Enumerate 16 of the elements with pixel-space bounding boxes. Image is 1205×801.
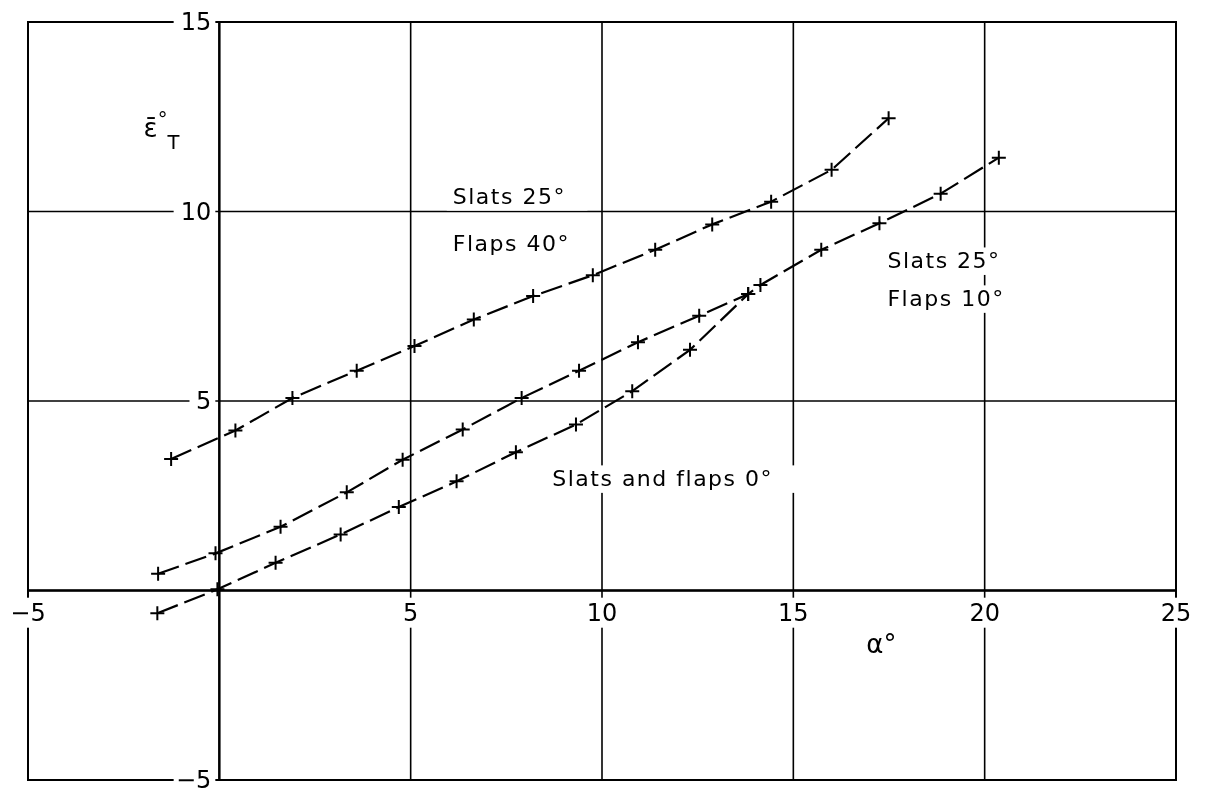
x-tick-label: 25 [1160, 598, 1192, 627]
annotation: Flaps 10° [887, 286, 1005, 312]
x-tick-label: 10 [586, 598, 618, 627]
x-tick-label: 20 [969, 598, 1000, 627]
y-tick-label: 15 [180, 8, 212, 36]
x-axis-title: α° [866, 628, 897, 659]
x-tick-label: 5 [403, 598, 419, 627]
annotation: Slats 25° [887, 248, 1001, 274]
annotation: Flaps 40° [452, 230, 570, 256]
y-tick-label: 5 [196, 387, 212, 415]
annotation: Slats 25° [452, 183, 566, 209]
y-tick-label: 10 [180, 197, 212, 226]
x-tick-label: 15 [778, 598, 809, 627]
x-tick-label: −5 [10, 598, 46, 627]
annotation: Slats and flaps 0° [552, 466, 774, 492]
y-tick-label: −5 [175, 766, 212, 794]
